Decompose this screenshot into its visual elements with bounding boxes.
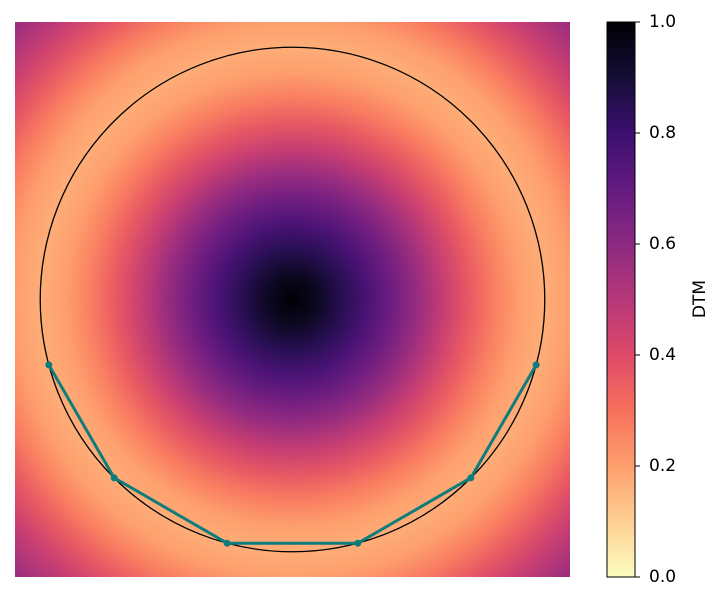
colorbar-tick-label: 0.2	[649, 456, 676, 476]
series-point	[45, 361, 53, 369]
series-point	[354, 539, 362, 547]
colorbar-tick-label: 1.0	[649, 12, 676, 32]
colorbar-tick-label: 0.0	[649, 567, 676, 587]
series-point	[532, 361, 540, 369]
colorbar-tick-label: 0.8	[649, 123, 676, 143]
colorbar-label: DTM	[690, 280, 710, 318]
series-point	[467, 474, 475, 482]
series-point	[110, 474, 118, 482]
colorbar-fill	[606, 21, 636, 578]
colorbar: 0.0 0.2 0.4 0.6 0.8 1.0	[606, 12, 676, 587]
colorbar-tick-label: 0.4	[649, 345, 676, 365]
series-point	[223, 539, 231, 547]
heatmap	[15, 22, 570, 577]
plot-area	[15, 22, 570, 577]
reference-circle	[39, 46, 546, 553]
colorbar-tick-label: 0.6	[649, 234, 676, 254]
series-line	[47, 364, 538, 545]
